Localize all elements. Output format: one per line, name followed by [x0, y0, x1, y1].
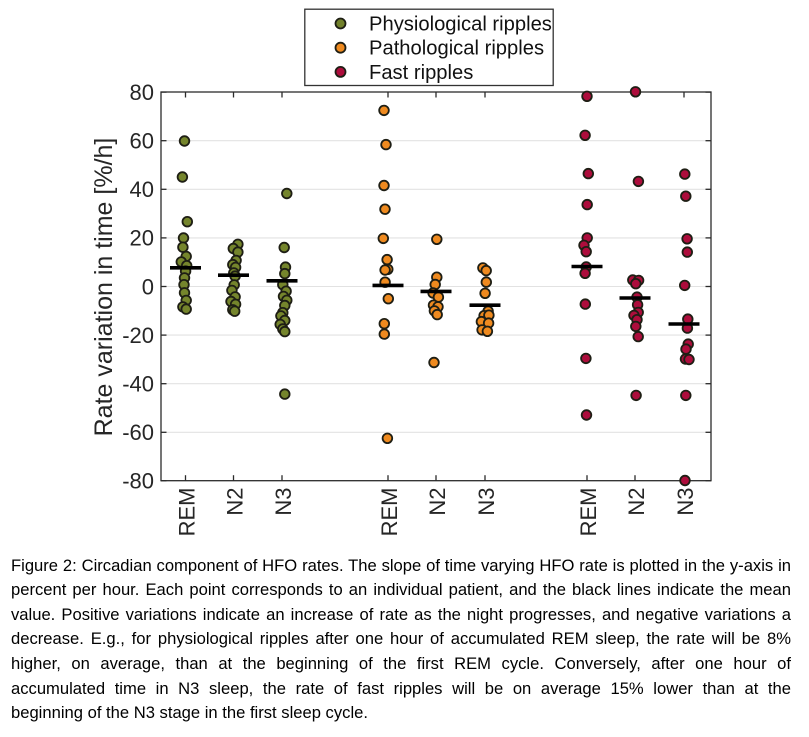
svg-text:60: 60 [130, 129, 154, 154]
svg-text:20: 20 [130, 226, 154, 251]
svg-text:N3: N3 [474, 488, 499, 516]
svg-text:N3: N3 [673, 488, 698, 516]
svg-text:-20: -20 [122, 323, 154, 348]
svg-text:REM: REM [377, 488, 402, 537]
svg-text:-40: -40 [122, 372, 154, 397]
svg-text:-80: -80 [122, 469, 154, 494]
svg-text:N2: N2 [425, 488, 450, 516]
svg-text:-60: -60 [122, 420, 154, 445]
svg-text:N2: N2 [624, 488, 649, 516]
svg-text:Fast ripples: Fast ripples [369, 62, 473, 84]
svg-text:Physiological ripples: Physiological ripples [369, 14, 552, 36]
svg-text:REM: REM [174, 488, 199, 537]
svg-text:Pathological ripples: Pathological ripples [369, 38, 544, 60]
svg-text:40: 40 [130, 177, 154, 202]
svg-text:REM: REM [576, 488, 601, 537]
svg-text:0: 0 [142, 274, 154, 299]
svg-text:N3: N3 [271, 488, 296, 516]
svg-text:N2: N2 [222, 488, 247, 516]
svg-text:80: 80 [130, 80, 154, 105]
svg-text:Rate variation in time [%/h]: Rate variation in time [%/h] [90, 138, 118, 437]
